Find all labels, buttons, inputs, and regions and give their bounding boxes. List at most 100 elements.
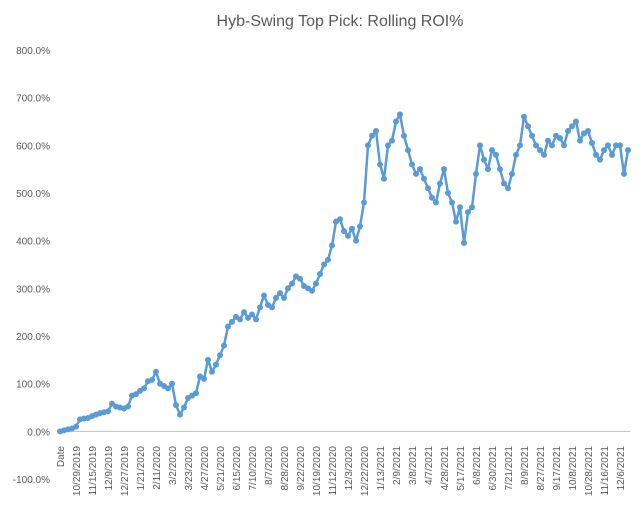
marker: [361, 199, 367, 206]
x-tick-label: 12/3/2020: [344, 446, 355, 491]
marker: [173, 402, 179, 409]
x-tick-label: 12/22/2020: [360, 446, 371, 496]
marker: [453, 218, 459, 225]
marker: [209, 368, 215, 375]
marker: [353, 237, 359, 244]
x-tick-label: 4/7/2021: [424, 446, 435, 485]
marker: [261, 292, 267, 299]
marker: [273, 294, 279, 301]
marker: [253, 316, 259, 323]
x-tick-label: 4/28/2021: [440, 446, 451, 491]
marker: [277, 290, 283, 297]
marker: [521, 113, 527, 120]
x-tick-label: 3/8/2021: [408, 446, 419, 485]
marker: [289, 280, 295, 287]
marker: [105, 408, 111, 415]
x-tick-label: 10/19/2020: [312, 446, 323, 496]
marker: [505, 185, 511, 192]
marker: [517, 142, 523, 149]
x-tick-label: 2/9/2021: [392, 446, 403, 485]
marker: [585, 128, 591, 135]
marker: [221, 342, 227, 349]
marker: [445, 190, 451, 196]
x-tick-label: 5/17/2021: [456, 446, 467, 491]
marker: [349, 225, 355, 232]
marker: [593, 151, 599, 158]
marker: [245, 314, 251, 321]
marker: [617, 142, 623, 149]
y-tick-label: 600.0%: [16, 141, 50, 152]
marker: [557, 135, 563, 142]
marker: [473, 170, 479, 177]
marker: [125, 403, 131, 410]
x-tick-label: 1/21/2020: [136, 446, 147, 491]
marker: [309, 287, 315, 294]
marker: [589, 139, 595, 146]
marker: [285, 285, 291, 292]
x-tick-label: 7/21/2021: [504, 446, 515, 491]
marker: [269, 304, 275, 311]
marker: [237, 316, 243, 323]
x-tick-label: 12/6/2021: [616, 446, 627, 491]
marker: [213, 361, 219, 368]
marker: [621, 170, 627, 177]
x-tick-label: 8/9/2021: [520, 446, 531, 485]
marker: [481, 156, 487, 163]
marker: [397, 111, 403, 118]
marker: [389, 137, 395, 144]
marker: [377, 161, 383, 168]
marker: [441, 166, 447, 173]
marker: [513, 151, 519, 158]
marker: [525, 123, 531, 130]
x-tick-label: 8/28/2020: [280, 446, 291, 491]
x-tick-label: 7/10/2020: [248, 446, 259, 491]
marker: [573, 118, 579, 125]
x-tick-label: 6/8/2021: [472, 446, 483, 485]
marker: [549, 142, 555, 149]
marker: [561, 142, 567, 149]
marker: [241, 309, 247, 316]
x-tick-label: 10/29/2019: [72, 446, 83, 496]
marker: [533, 142, 539, 149]
marker: [405, 147, 411, 154]
marker: [485, 166, 491, 173]
y-tick-label: 400.0%: [16, 237, 50, 248]
marker: [193, 390, 199, 397]
marker: [417, 166, 423, 173]
marker: [529, 132, 535, 139]
marker: [449, 199, 455, 206]
marker: [345, 232, 351, 239]
marker: [373, 128, 379, 135]
marker: [205, 356, 211, 363]
marker: [409, 161, 415, 168]
marker: [429, 194, 435, 201]
x-tick-label: 9/22/2020: [296, 446, 307, 491]
x-tick-label: 3/2/2020: [168, 446, 179, 485]
marker: [489, 147, 495, 154]
marker: [177, 411, 183, 418]
marker: [369, 132, 375, 139]
x-tick-label: 11/15/2019: [88, 446, 99, 496]
x-tick-label: 3/23/2020: [184, 446, 195, 491]
y-tick-label: -100.0%: [13, 475, 50, 486]
x-tick-label: 5/21/2020: [216, 446, 227, 491]
marker: [321, 261, 327, 268]
marker: [537, 147, 543, 154]
marker: [609, 151, 615, 158]
marker: [365, 142, 371, 149]
marker: [181, 404, 187, 411]
marker: [545, 137, 551, 144]
x-tick-label: 1/13/2021: [376, 446, 387, 491]
marker: [457, 204, 463, 211]
marker: [393, 118, 399, 125]
marker: [281, 294, 287, 301]
marker: [153, 368, 159, 375]
marker: [297, 275, 303, 282]
x-tick-label: 6/30/2021: [488, 446, 499, 491]
marker: [73, 423, 79, 430]
marker: [421, 175, 427, 182]
marker: [133, 391, 139, 398]
marker: [257, 304, 263, 311]
